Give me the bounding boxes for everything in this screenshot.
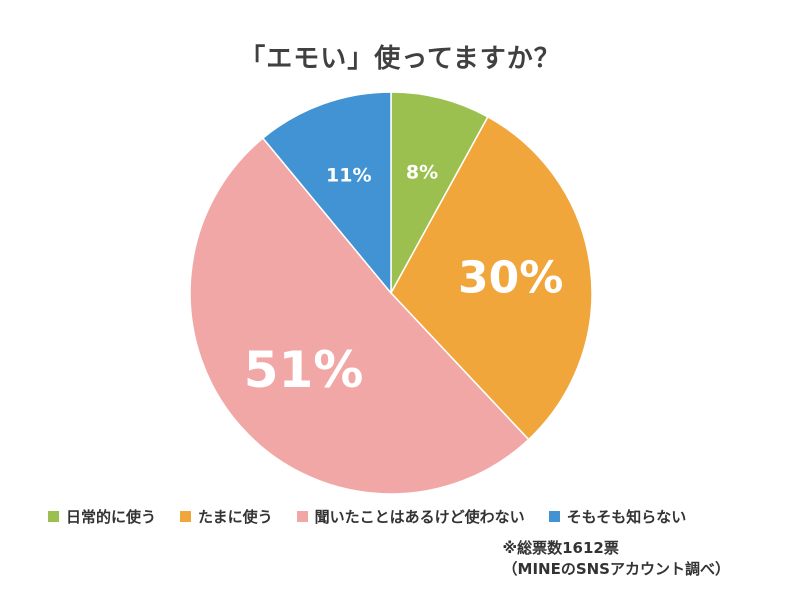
data-label-unknown: 11% [326, 165, 371, 187]
legend-label-sometimes: たまに使う [198, 508, 273, 526]
legend-swatch-daily [48, 511, 59, 522]
legend-item-sometimes: たまに使う [180, 506, 273, 527]
chart-title: 「エモい」使ってますか？ [239, 44, 561, 74]
legend-item-heard-not-use: 聞いたことはあるけど使わない [296, 506, 525, 527]
note-total-votes: ※総票数1612票 [502, 539, 619, 557]
data-label-sometimes: 30% [458, 252, 563, 303]
legend-item-daily: 日常的に使う [48, 506, 156, 527]
source-note: ※総票数1612票 （MINEのSNSアカウント調べ） [503, 538, 730, 580]
pie-slice-daily [390, 91, 489, 294]
legend: 日常的に使う たまに使う 聞いたことはあるけど使わない そもそも知らない [48, 506, 768, 527]
pie-slice-heard-not-use [189, 137, 530, 495]
pie-slice-unknown [261, 91, 392, 296]
note-source: （MINEのSNSアカウント調べ） [502, 560, 730, 578]
legend-label-heard-not-use: 聞いたことはあるけど使わない [314, 508, 525, 526]
legend-swatch-sometimes [180, 511, 192, 522]
data-label-daily: 8% [406, 161, 438, 183]
data-label-heard-not-use: 51% [244, 341, 364, 399]
legend-swatch-heard-not-use [296, 511, 308, 522]
legend-item-unknown: そもそも知らない [548, 506, 687, 527]
pie-chart: 8% 30% 51% 11% [189, 91, 593, 495]
legend-swatch-unknown [548, 511, 560, 522]
pie-slice-sometimes [390, 115, 593, 441]
legend-label-daily: 日常的に使う [66, 508, 157, 526]
legend-label-unknown: そもそも知らない [566, 508, 687, 526]
